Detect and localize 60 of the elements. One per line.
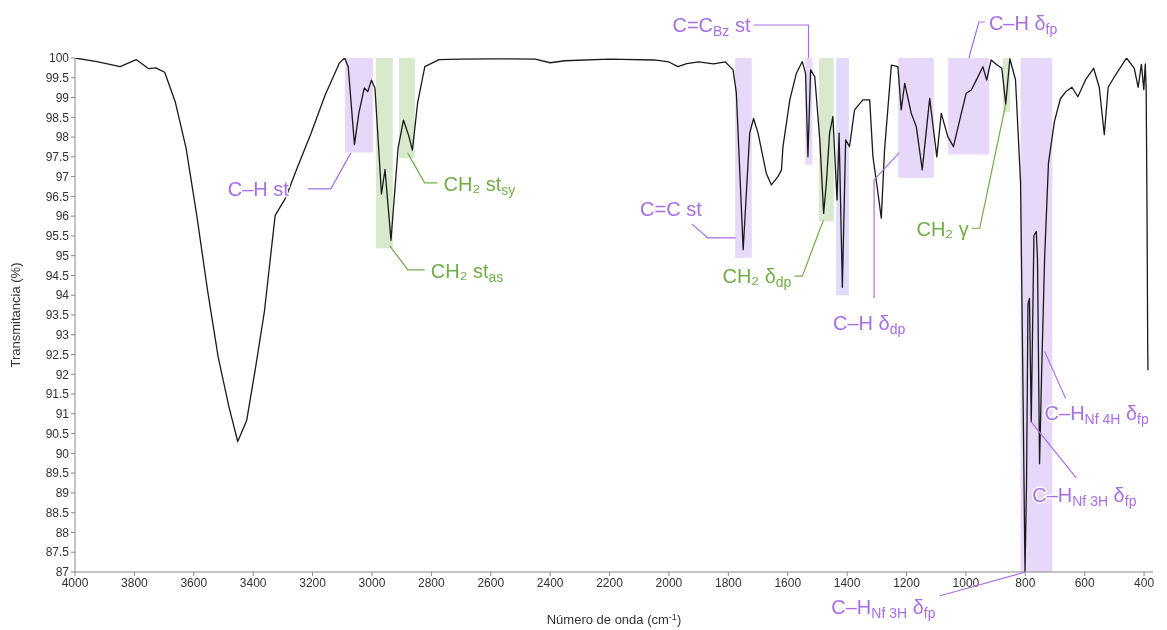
x-tick-label: 600: [1074, 575, 1096, 590]
x-tick-label: 1200: [893, 575, 921, 590]
annotation: C–H$_{Nf 3H}$ δ$_{fp}$: [831, 596, 936, 621]
annotation: C–H$_{Nf 4H}$ δ$_{fp}$: [1044, 402, 1150, 427]
x-tick-label: 1800: [714, 575, 742, 590]
y-tick-label: 95.5: [45, 229, 70, 244]
x-tick-label: 3600: [180, 575, 208, 590]
y-tick-label: 91: [55, 407, 70, 422]
annotation: C–H δ$_{fp}$: [988, 12, 1058, 37]
x-tick-label: 400: [1134, 575, 1155, 590]
y-tick-label: 96: [55, 209, 70, 224]
x-tick-label: 2200: [596, 575, 624, 590]
annotation: C–H st: [227, 177, 290, 200]
x-tick-label: 3400: [239, 575, 267, 590]
y-tick-label: 92: [55, 367, 70, 382]
annotation: CH₂ st$_{as}$: [430, 259, 504, 285]
x-tick-label: 3000: [358, 575, 386, 590]
y-tick-label: 90.5: [45, 426, 70, 441]
y-tick-label: 96.5: [45, 189, 70, 204]
x-tick-label: 800: [1015, 575, 1036, 590]
annotation: CH₂ γ: [916, 218, 969, 241]
annotation: CH₂ δ$_{dp}$: [722, 265, 792, 290]
y-tick-label: 92.5: [45, 347, 70, 362]
annotation: C=C$_{Bz}$ st: [672, 14, 751, 39]
x-tick-label: 3200: [299, 575, 327, 590]
x-tick-label: 1600: [774, 575, 802, 590]
annotation: C–H δ$_{dp}$: [832, 311, 906, 337]
y-tick-label: 93.5: [45, 308, 70, 323]
y-tick-label: 89.5: [45, 466, 70, 481]
x-tick-label: 2800: [418, 575, 446, 590]
y-tick-label: 90: [55, 446, 70, 461]
annotation: C–H$_{Nf 3H}$ δ$_{fp}$: [1032, 483, 1137, 509]
y-tick-label: 91.5: [45, 387, 70, 402]
y-tick-label: 89: [55, 486, 70, 501]
y-tick-label: 99.5: [45, 71, 70, 86]
y-tick-label: 99: [55, 90, 70, 105]
annotation: CH₂ st$_{sy}$: [443, 172, 516, 198]
y-tick-label: 93: [55, 328, 70, 343]
y-tick-label: 100: [48, 51, 70, 66]
y-tick-label: 98: [55, 130, 70, 145]
line-series: [75, 58, 1149, 572]
y-tick-label: 88.5: [45, 505, 70, 520]
y-tick-label: 95: [55, 248, 70, 263]
y-tick-label: 97.5: [45, 150, 70, 165]
x-tick-label: 1400: [833, 575, 861, 590]
annotation: C=C st: [640, 197, 703, 220]
y-tick-label: 97: [55, 169, 70, 184]
y-tick-label: 94.5: [45, 268, 70, 283]
x-tick-label: 1000: [952, 575, 980, 590]
x-tick-label: 2000: [655, 575, 683, 590]
x-tick-label: 2400: [536, 575, 564, 590]
x-tick-label: 2600: [477, 575, 505, 590]
y-tick-label: 94: [55, 288, 70, 303]
y-tick-label: 87.5: [45, 545, 70, 560]
x-tick-label: 3800: [121, 575, 149, 590]
y-tick-label: 98.5: [45, 110, 70, 125]
y-axis-title: Transmitancia (%): [8, 262, 23, 368]
x-axis-title: Número de onda (cm$^{-1}$): [546, 611, 682, 627]
y-tick-label: 88: [55, 525, 70, 540]
x-tick-label: 4000: [61, 575, 89, 590]
